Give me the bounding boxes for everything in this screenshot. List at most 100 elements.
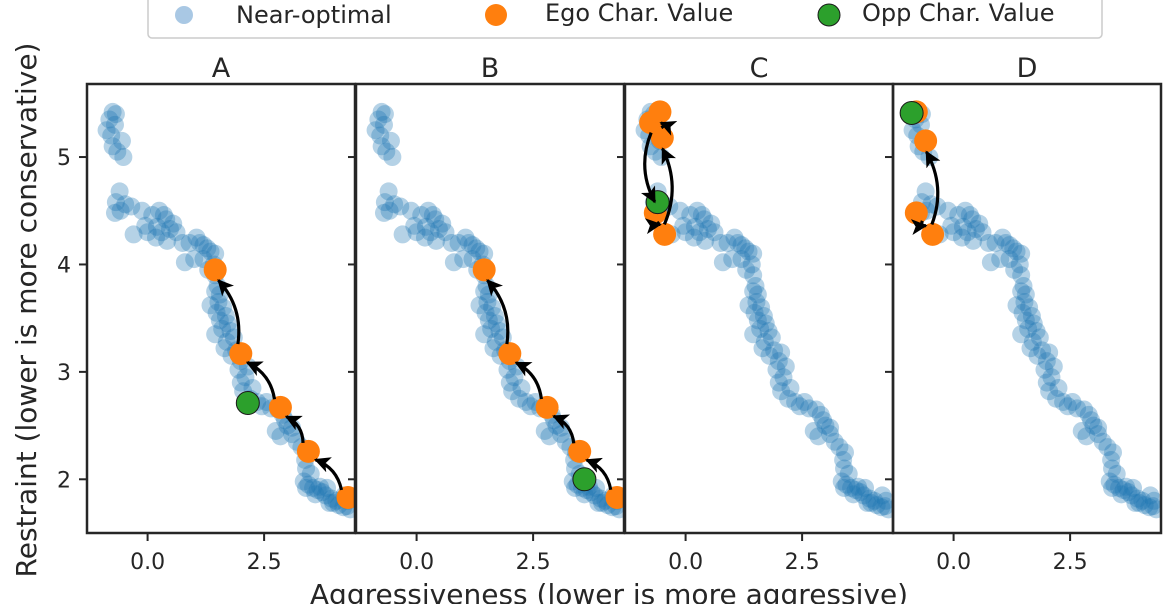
panel-title: D	[1017, 53, 1038, 84]
near-optimal-point	[860, 489, 879, 508]
near-optimal-point	[821, 418, 840, 437]
near-optimal-point	[143, 206, 162, 225]
ego-point	[203, 258, 227, 282]
near-optimal-point	[1007, 296, 1026, 315]
near-optimal-point	[297, 459, 316, 478]
near-optimal-point	[956, 201, 975, 220]
ego-point	[472, 258, 496, 282]
near-optimal-point	[690, 223, 709, 242]
near-optimal-point	[100, 110, 119, 129]
near-optimal-point	[1016, 311, 1035, 330]
near-optimal-point	[981, 253, 1000, 272]
x-tick-label: 0.0	[399, 550, 434, 575]
near-optimal-point	[478, 293, 497, 312]
near-optimal-point	[467, 239, 486, 258]
near-optimal-point	[1005, 260, 1024, 279]
near-optimal-point	[1103, 459, 1122, 478]
plot-area	[97, 102, 355, 519]
legend-near-marker	[175, 6, 193, 24]
near-optimal-point	[371, 126, 390, 145]
x-tick-label: 0.0	[130, 550, 165, 575]
y-axis-label: Restraint (lower is more conservative)	[10, 43, 43, 578]
near-optimal-point	[867, 496, 886, 515]
near-optimal-point	[294, 472, 313, 491]
near-optimal-point	[209, 293, 228, 312]
near-optimal-point	[865, 491, 884, 510]
near-optimal-point	[412, 206, 431, 225]
near-optimal-point	[807, 400, 826, 419]
near-optimal-point	[490, 322, 509, 341]
panel-frame	[891, 82, 1163, 535]
near-optimal-point	[835, 459, 854, 478]
y-tick-label: 3	[57, 361, 71, 386]
near-optimal-point	[973, 223, 992, 242]
near-optimal-point	[1016, 285, 1035, 304]
near-optimal-point	[380, 201, 399, 220]
near-optimal-point	[1124, 478, 1143, 497]
near-optimal-point	[517, 392, 536, 411]
near-optimal-point	[760, 346, 779, 365]
near-optimal-point	[1103, 478, 1122, 497]
near-optimal-point	[755, 332, 774, 351]
near-optimal-point	[187, 228, 206, 247]
near-optimal-point	[809, 427, 828, 446]
panel-c: C 0.0 2.5	[617, 53, 895, 575]
near-optimal-point	[681, 206, 700, 225]
near-optimal-point	[442, 233, 461, 252]
near-optimal-point	[1019, 319, 1038, 338]
near-optimal-point	[832, 472, 851, 491]
near-optimal-point	[1105, 475, 1124, 494]
near-optimal-point	[231, 373, 250, 392]
near-optimal-point	[879, 500, 893, 519]
legend-opp-marker	[817, 3, 841, 27]
near-optimal-point	[160, 220, 179, 239]
near-optimal-point	[108, 142, 127, 161]
near-optimal-point	[483, 298, 502, 317]
near-optimal-point	[1102, 450, 1121, 469]
near-optimal-point	[1133, 491, 1152, 510]
near-optimal-point	[834, 450, 853, 469]
near-optimal-point	[106, 193, 125, 212]
near-optimal-point	[854, 486, 873, 505]
near-optimal-point	[207, 303, 226, 322]
near-optimal-point	[423, 206, 442, 225]
near-optimal-point	[991, 250, 1010, 269]
arrow	[245, 361, 277, 400]
near-optimal-point	[377, 142, 396, 161]
arrow	[514, 361, 543, 400]
near-optimal-point	[1033, 341, 1052, 360]
near-optimal-point	[201, 296, 220, 315]
near-optimal-point	[744, 282, 763, 301]
near-optimal-point	[271, 427, 290, 446]
near-optimal-point	[308, 481, 327, 500]
near-optimal-point	[839, 464, 858, 483]
near-optimal-point	[800, 399, 819, 418]
near-optimal-point	[1022, 307, 1041, 326]
near-optimal-point	[872, 498, 891, 517]
y-tick-label: 2	[57, 468, 71, 493]
near-optimal-point	[1112, 485, 1131, 504]
near-optimal-point	[772, 382, 791, 401]
near-optimal-point	[167, 223, 186, 242]
near-optimal-point	[112, 131, 131, 150]
near-optimal-point	[1007, 242, 1026, 261]
arrow	[284, 415, 305, 444]
near-optimal-point	[136, 216, 155, 235]
near-optimal-point	[745, 303, 764, 322]
near-optimal-point	[1107, 464, 1126, 483]
near-optimal-point	[744, 266, 763, 285]
near-optimal-point	[510, 389, 529, 408]
near-optimal-point	[105, 203, 124, 222]
near-optimal-point	[454, 250, 473, 269]
near-optimal-point	[391, 197, 410, 216]
near-optimal-point	[369, 110, 388, 129]
panel-title: C	[750, 53, 769, 84]
near-optimal-point	[449, 233, 468, 252]
near-optimal-point	[1135, 496, 1154, 515]
near-optimal-point	[485, 307, 504, 326]
near-optimal-point	[459, 233, 478, 252]
near-optimal-point	[692, 206, 711, 225]
near-optimal-point	[405, 216, 424, 235]
near-optimal-point	[1130, 493, 1149, 512]
